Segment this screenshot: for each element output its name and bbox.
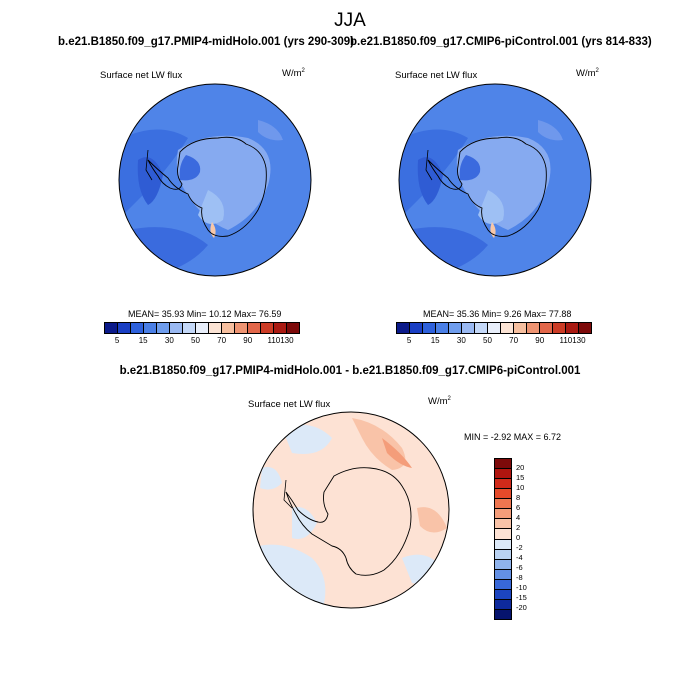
right-colorbar	[396, 322, 592, 334]
colorbar-swatch	[170, 323, 183, 333]
diff-panel-title: b.e21.B1850.f09_g17.PMIP4-midHolo.001 - …	[119, 365, 581, 377]
colorbar-swatch	[157, 323, 170, 333]
colorbar-swatch	[222, 323, 235, 333]
colorbar-swatch	[495, 549, 511, 560]
colorbar-tick-label: 5	[406, 336, 412, 345]
colorbar-swatch	[495, 529, 511, 540]
colorbar-tick-label: -10	[516, 583, 527, 592]
diff-polar-map	[252, 411, 450, 609]
colorbar-swatch	[261, 323, 274, 333]
colorbar-swatch	[209, 323, 222, 333]
colorbar-tick-label: -8	[516, 573, 523, 582]
colorbar-tick-label: 20	[516, 463, 525, 472]
colorbar-tick-label: 6	[516, 503, 521, 512]
colorbar-tick-label: 70	[217, 336, 227, 345]
right-variable-label: Surface net LW flux	[395, 70, 478, 81]
colorbar-tick-label: 30	[456, 336, 466, 345]
colorbar-tick-label: -6	[516, 563, 523, 572]
diff-colorbar-ticks: 20 15 10 8 6 4 2 0 -2 -4 -6 -8 -10 -15 -20	[516, 458, 546, 620]
left-colorbar-ticks: 5 15 30 50 70 90 110 130	[104, 336, 300, 346]
colorbar-swatch	[144, 323, 157, 333]
colorbar-tick-label: 2	[516, 523, 521, 532]
colorbar-swatch	[495, 459, 511, 470]
colorbar-swatch	[495, 579, 511, 590]
colorbar-swatch	[495, 489, 511, 500]
colorbar-swatch	[566, 323, 579, 333]
colorbar-swatch	[118, 323, 131, 333]
colorbar-swatch	[449, 323, 462, 333]
colorbar-tick-label: -15	[516, 593, 527, 602]
diff-colorbar	[494, 458, 512, 620]
colorbar-tick-label: 110	[267, 336, 281, 345]
colorbar-tick-label: 30	[164, 336, 174, 345]
colorbar-swatch	[495, 589, 511, 600]
colorbar-tick-label: 110	[559, 336, 573, 345]
colorbar-swatch	[475, 323, 488, 333]
colorbar-swatch	[514, 323, 527, 333]
diff-variable-label: Surface net LW flux	[248, 399, 331, 410]
right-polar-map	[398, 83, 592, 277]
colorbar-swatch	[423, 323, 436, 333]
left-polar-map	[118, 83, 312, 277]
colorbar-swatch	[183, 323, 196, 333]
figure-title: JJA	[334, 10, 366, 31]
colorbar-swatch	[495, 609, 511, 619]
colorbar-swatch	[248, 323, 261, 333]
colorbar-swatch	[196, 323, 209, 333]
diff-stats: MIN = -2.92 MAX = 6.72	[464, 432, 562, 442]
colorbar-swatch	[579, 323, 591, 333]
colorbar-tick-label: 10	[516, 483, 525, 492]
colorbar-tick-label: 130	[280, 336, 294, 345]
colorbar-tick-label: 5	[114, 336, 120, 345]
left-variable-label: Surface net LW flux	[100, 70, 183, 81]
colorbar-tick-label: 0	[516, 533, 521, 542]
colorbar-swatch	[397, 323, 410, 333]
colorbar-swatch	[287, 323, 299, 333]
colorbar-swatch	[495, 539, 511, 550]
colorbar-swatch	[495, 509, 511, 520]
colorbar-tick-label: 90	[243, 336, 253, 345]
colorbar-swatch	[495, 519, 511, 530]
colorbar-tick-label: 15	[516, 473, 525, 482]
colorbar-tick-label: -2	[516, 543, 523, 552]
right-stats: MEAN= 35.36 Min= 9.26 Max= 77.88	[423, 309, 572, 319]
colorbar-tick-label: 130	[572, 336, 586, 345]
colorbar-swatch	[495, 559, 511, 570]
left-colorbar	[104, 322, 300, 334]
colorbar-tick-label: 15	[430, 336, 440, 345]
colorbar-swatch	[105, 323, 118, 333]
right-panel-title: b.e21.B1850.f09_g17.CMIP6-piControl.001 …	[350, 36, 652, 48]
colorbar-tick-label: 50	[191, 336, 200, 345]
left-units-label: W/m2	[282, 68, 305, 80]
colorbar-swatch	[410, 323, 423, 333]
colorbar-swatch	[501, 323, 514, 333]
colorbar-swatch	[527, 323, 540, 333]
colorbar-swatch	[274, 323, 287, 333]
colorbar-swatch	[436, 323, 449, 333]
left-stats: MEAN= 35.93 Min= 10.12 Max= 76.59	[128, 309, 282, 319]
colorbar-tick-label: 50	[483, 336, 492, 345]
colorbar-swatch	[462, 323, 475, 333]
right-colorbar-ticks: 5 15 30 50 70 90 110 130	[396, 336, 592, 346]
diff-units-label: W/m2	[428, 396, 451, 408]
colorbar-swatch	[495, 599, 511, 610]
colorbar-tick-label: -20	[516, 603, 527, 612]
colorbar-tick-label: 8	[516, 493, 521, 502]
colorbar-swatch	[540, 323, 553, 333]
colorbar-tick-label: 4	[516, 513, 521, 522]
colorbar-swatch	[131, 323, 144, 333]
colorbar-tick-label: -4	[516, 553, 523, 562]
colorbar-swatch	[495, 499, 511, 510]
colorbar-swatch	[553, 323, 566, 333]
colorbar-tick-label: 15	[138, 336, 148, 345]
colorbar-swatch	[495, 469, 511, 480]
colorbar-swatch	[235, 323, 248, 333]
colorbar-swatch	[488, 323, 501, 333]
colorbar-tick-label: 70	[509, 336, 519, 345]
colorbar-swatch	[495, 569, 511, 580]
right-units-label: W/m2	[576, 68, 599, 80]
colorbar-swatch	[495, 479, 511, 490]
colorbar-tick-label: 90	[535, 336, 545, 345]
left-panel-title: b.e21.B1850.f09_g17.PMIP4-midHolo.001 (y…	[58, 36, 354, 48]
